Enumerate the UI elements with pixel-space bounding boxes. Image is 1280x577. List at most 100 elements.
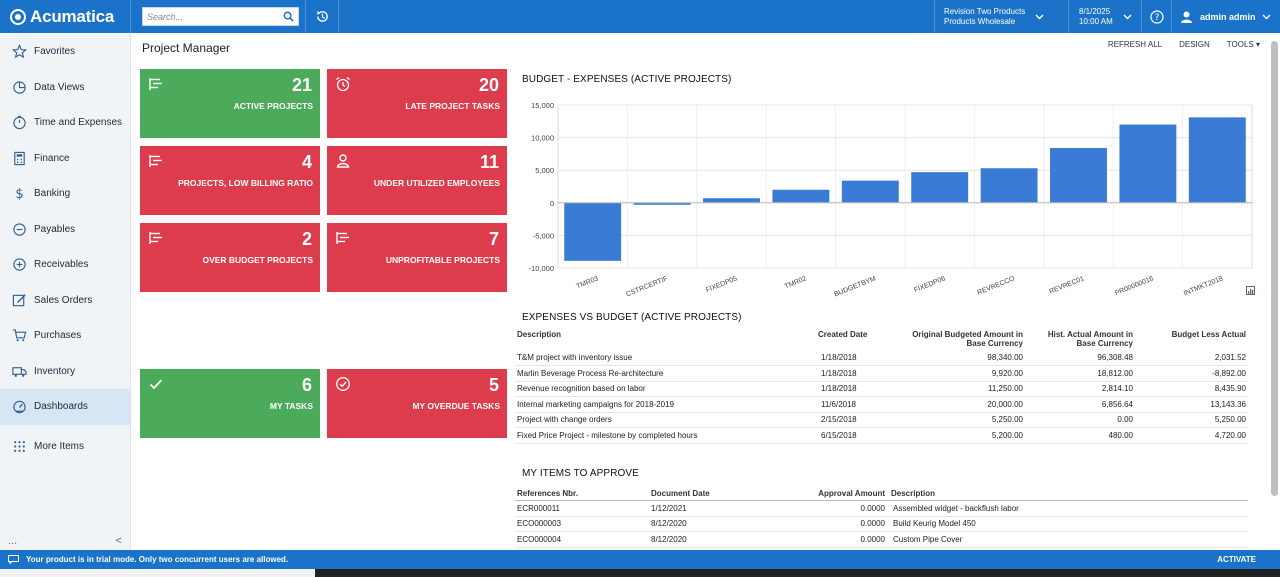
y-tick-label: 0: [550, 199, 554, 208]
star-icon: [11, 43, 28, 60]
sidebar-item-payables[interactable]: Payables: [0, 212, 130, 248]
table-row[interactable]: ECO000004 8/12/2020 0.0000 Custom Pipe C…: [515, 531, 1248, 548]
chart-bar: [1050, 148, 1107, 203]
sidebar-item-banking[interactable]: $ Banking: [0, 176, 130, 212]
expenses-title: EXPENSES VS BUDGET (ACTIVE PROJECTS): [522, 312, 742, 323]
sidebar-item-dashboards[interactable]: Dashboards: [0, 389, 130, 425]
grid-dots-icon: [11, 438, 28, 455]
search-input[interactable]: [147, 11, 277, 22]
cell: 0.00: [1025, 412, 1135, 428]
column-header[interactable]: References Nbr.: [515, 487, 649, 501]
tile-projects-low-billing-ratio[interactable]: 4 PROJECTS, LOW BILLING RATIO: [140, 146, 320, 215]
tenant-text: Revision Two Products Products Wholesale: [944, 7, 1025, 27]
table-row[interactable]: Revenue recognition based on labor 1/18/…: [515, 381, 1248, 397]
main-content: Project Manager REFRESH ALL DESIGN TOOLS…: [131, 33, 1280, 550]
y-tick-label: 5,000: [535, 166, 554, 175]
sidebar-item-label: Payables: [34, 223, 76, 235]
sidebar-item-favorites[interactable]: Favorites: [0, 34, 130, 70]
column-header[interactable]: Document Date: [649, 487, 769, 501]
x-tick-label: TMR02: [784, 275, 808, 290]
cell: 18,812.00: [1025, 365, 1135, 382]
tenant-selector[interactable]: Revision Two Products Products Wholesale: [934, 0, 1068, 33]
column-header[interactable]: Original Budgeted Amount in Base Currenc…: [912, 330, 1023, 348]
project-icon: [149, 78, 162, 90]
sidebar-item-label: Sales Orders: [34, 294, 93, 306]
tile-active-projects[interactable]: 21 ACTIVE PROJECTS: [140, 69, 320, 138]
refresh-all-button[interactable]: REFRESH ALL: [1107, 40, 1163, 49]
page-title: Project Manager: [142, 41, 231, 55]
gauge-icon: [11, 398, 28, 415]
pie-chart-icon: [11, 79, 28, 96]
minus-circle-icon: [11, 221, 28, 238]
tile-label: UNDER UTILIZED EMPLOYEES: [373, 178, 500, 188]
chevron-down-icon: [1262, 14, 1271, 19]
table-row[interactable]: ECO000003 8/12/2020 0.0000 Build Keurig …: [515, 516, 1248, 532]
column-header[interactable]: Description: [517, 330, 562, 339]
cell: 8/12/2020: [649, 531, 769, 548]
sidebar-item-data-views[interactable]: Data Views: [0, 70, 130, 106]
table-row[interactable]: Internal marketing campaigns for 2018-20…: [515, 396, 1248, 413]
sidebar-options-button[interactable]: ...: [8, 535, 18, 547]
cell: 0.0000: [769, 516, 887, 532]
tile-count: 7: [488, 229, 499, 249]
tile-unprofitable-projects[interactable]: 7 UNPROFITABLE PROJECTS: [327, 223, 507, 292]
table-row[interactable]: Marlin Beverage Process Re-architecture …: [515, 365, 1248, 382]
cell: ECO000004: [515, 531, 649, 548]
os-taskbar: [0, 569, 1280, 577]
sidebar-item-time-and-expenses[interactable]: Time and Expenses: [0, 105, 130, 141]
tile-late-project-tasks[interactable]: 20 LATE PROJECT TASKS: [327, 69, 507, 138]
cell: T&M project with inventory issue: [515, 350, 815, 366]
column-header[interactable]: Budget Less Actual: [1171, 330, 1246, 339]
help-icon: ?: [1149, 9, 1164, 24]
chart-bar: [980, 168, 1038, 203]
x-tick-label: REVREC01: [1048, 275, 1085, 295]
column-header[interactable]: Hist. Actual Amount in Base Currency: [1047, 330, 1133, 348]
tile-under-utilized-employees[interactable]: 11 UNDER UTILIZED EMPLOYEES: [327, 146, 507, 215]
calculator-icon: [11, 150, 28, 167]
x-tick-label: FIXEDP06: [913, 275, 946, 294]
table-row[interactable]: ECR000011 1/12/2021 0.0000 Assembled wid…: [515, 500, 1248, 517]
search-icon[interactable]: [283, 11, 294, 22]
sidebar-item-receivables[interactable]: Receivables: [0, 247, 130, 283]
cell: 2,814.10: [1025, 381, 1135, 397]
table-row[interactable]: Fixed Price Project - milestone by compl…: [515, 427, 1248, 444]
tools-menu[interactable]: TOOLS ▾: [1227, 40, 1260, 49]
sidebar-item-finance[interactable]: Finance: [0, 141, 130, 177]
column-header[interactable]: Created Date: [818, 330, 868, 339]
search-box[interactable]: [142, 7, 299, 26]
tile-my-overdue-tasks[interactable]: 5 MY OVERDUE TASKS: [327, 369, 507, 438]
tile-over-budget-projects[interactable]: 2 OVER BUDGET PROJECTS: [140, 223, 320, 292]
page-scrollbar[interactable]: [1271, 41, 1278, 496]
sidebar-item-label: Finance: [34, 152, 70, 164]
alarm-clock-icon: [336, 76, 350, 92]
cell: 9,920.00: [895, 365, 1025, 382]
history-button[interactable]: [306, 0, 339, 33]
sidebar-item-more-items[interactable]: More Items: [0, 429, 130, 465]
cell: 1/12/2021: [649, 500, 769, 517]
cell: 8,435.90: [1135, 381, 1248, 397]
column-header[interactable]: Approval Amount: [769, 487, 887, 501]
cell: Revenue recognition based on labor: [515, 381, 815, 397]
sidebar-item-label: Inventory: [34, 365, 76, 377]
expenses-table: Description Created Date Original Budget…: [515, 328, 1248, 444]
business-date-selector[interactable]: 8/1/2025 10:00 AM: [1068, 0, 1141, 33]
cell: -8,892.00: [1135, 365, 1248, 382]
table-row[interactable]: Project with change orders 2/15/2018 5,2…: [515, 412, 1248, 428]
tile-my-tasks[interactable]: 6 MY TASKS: [140, 369, 320, 438]
cell: 0.0000: [769, 500, 887, 517]
user-name: admin admin: [1200, 11, 1256, 22]
user-menu[interactable]: admin admin: [1171, 0, 1280, 33]
logo[interactable]: Acumatica: [0, 0, 131, 33]
column-header[interactable]: Description: [887, 487, 1248, 501]
chart-export-icon[interactable]: [1246, 286, 1255, 295]
tile-label: ACTIVE PROJECTS: [233, 101, 313, 111]
sidebar-item-purchases[interactable]: Purchases: [0, 318, 130, 354]
activate-button[interactable]: ACTIVATE: [1217, 555, 1256, 564]
table-row[interactable]: T&M project with inventory issue 1/18/20…: [515, 350, 1248, 366]
collapse-sidebar-button[interactable]: <: [115, 535, 122, 547]
sidebar-item-inventory[interactable]: Inventory: [0, 354, 130, 390]
sidebar-item-sales-orders[interactable]: Sales Orders: [0, 283, 130, 319]
design-button[interactable]: DESIGN: [1179, 40, 1210, 49]
toolbar: REFRESH ALL DESIGN TOOLS ▾: [1108, 40, 1260, 49]
help-button[interactable]: ?: [1141, 0, 1171, 33]
